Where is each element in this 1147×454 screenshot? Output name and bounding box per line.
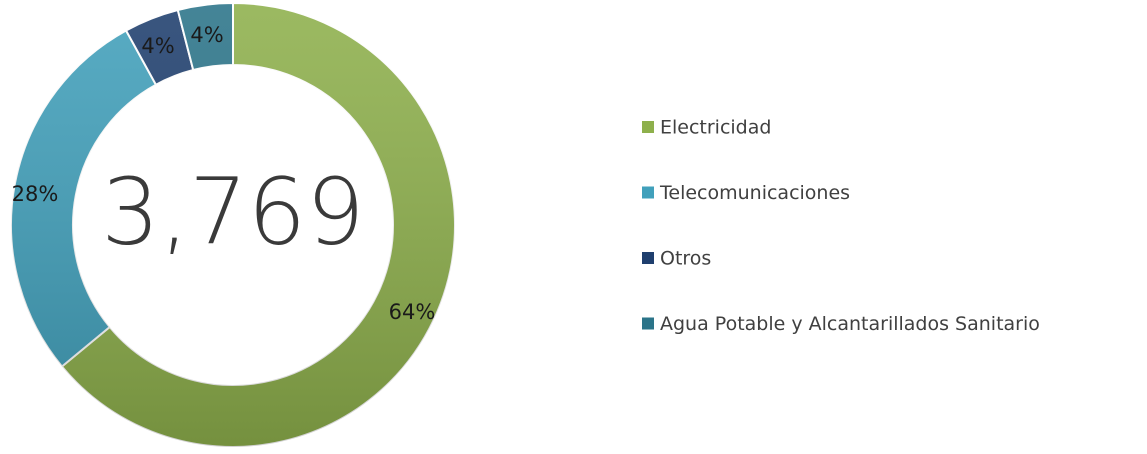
data-label: 4% — [190, 23, 223, 47]
legend-swatch — [642, 121, 654, 133]
legend-label: Electricidad — [660, 117, 771, 139]
legend-swatch — [642, 317, 654, 330]
data-label: 28% — [12, 182, 59, 206]
data-label: 4% — [141, 34, 174, 58]
center-total: 3,769 — [101, 159, 364, 266]
legend-swatch — [642, 252, 654, 264]
legend-label: Otros — [660, 248, 711, 270]
legend-swatch — [642, 186, 654, 199]
legend-label: Telecomunicaciones — [659, 182, 850, 204]
legend-label: Agua Potable y Alcantarillados Sanitario — [660, 313, 1040, 335]
donut — [10, 1, 456, 448]
data-label: 64% — [389, 300, 436, 324]
